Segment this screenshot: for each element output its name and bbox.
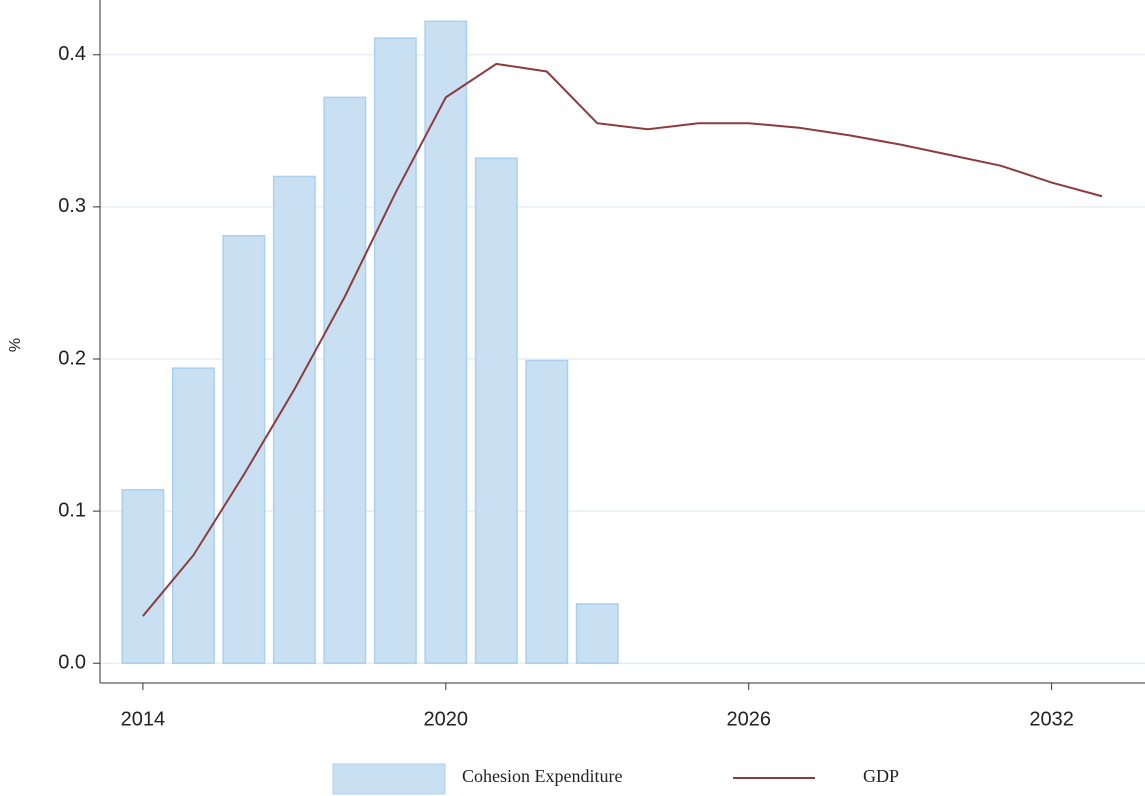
y-tick-label: 0.3 (58, 195, 86, 217)
line (142, 62, 1103, 617)
legend-label: Cohesion Expenditure (462, 766, 622, 786)
x-tick-label: 2026 (726, 708, 771, 730)
bar (373, 37, 417, 664)
y-tick-label: 0.0 (58, 652, 86, 674)
legend-label: GDP (863, 766, 899, 786)
y-axis-label: % (7, 338, 24, 352)
bar (121, 489, 165, 664)
y-tick-label: 0.4 (58, 43, 86, 65)
bar (171, 367, 215, 664)
bar (424, 20, 468, 664)
y-tick-label: 0.1 (58, 499, 86, 521)
bar (474, 157, 518, 664)
y-tick-label: 0.2 (58, 347, 86, 369)
legend-swatch (332, 763, 446, 795)
x-tick-label: 2014 (121, 708, 166, 730)
x-tick-label: 2020 (424, 708, 469, 730)
bar (575, 603, 619, 664)
bar (525, 359, 569, 664)
x-tick-label: 2032 (1029, 708, 1074, 730)
bar (272, 175, 316, 664)
bar (323, 96, 367, 664)
